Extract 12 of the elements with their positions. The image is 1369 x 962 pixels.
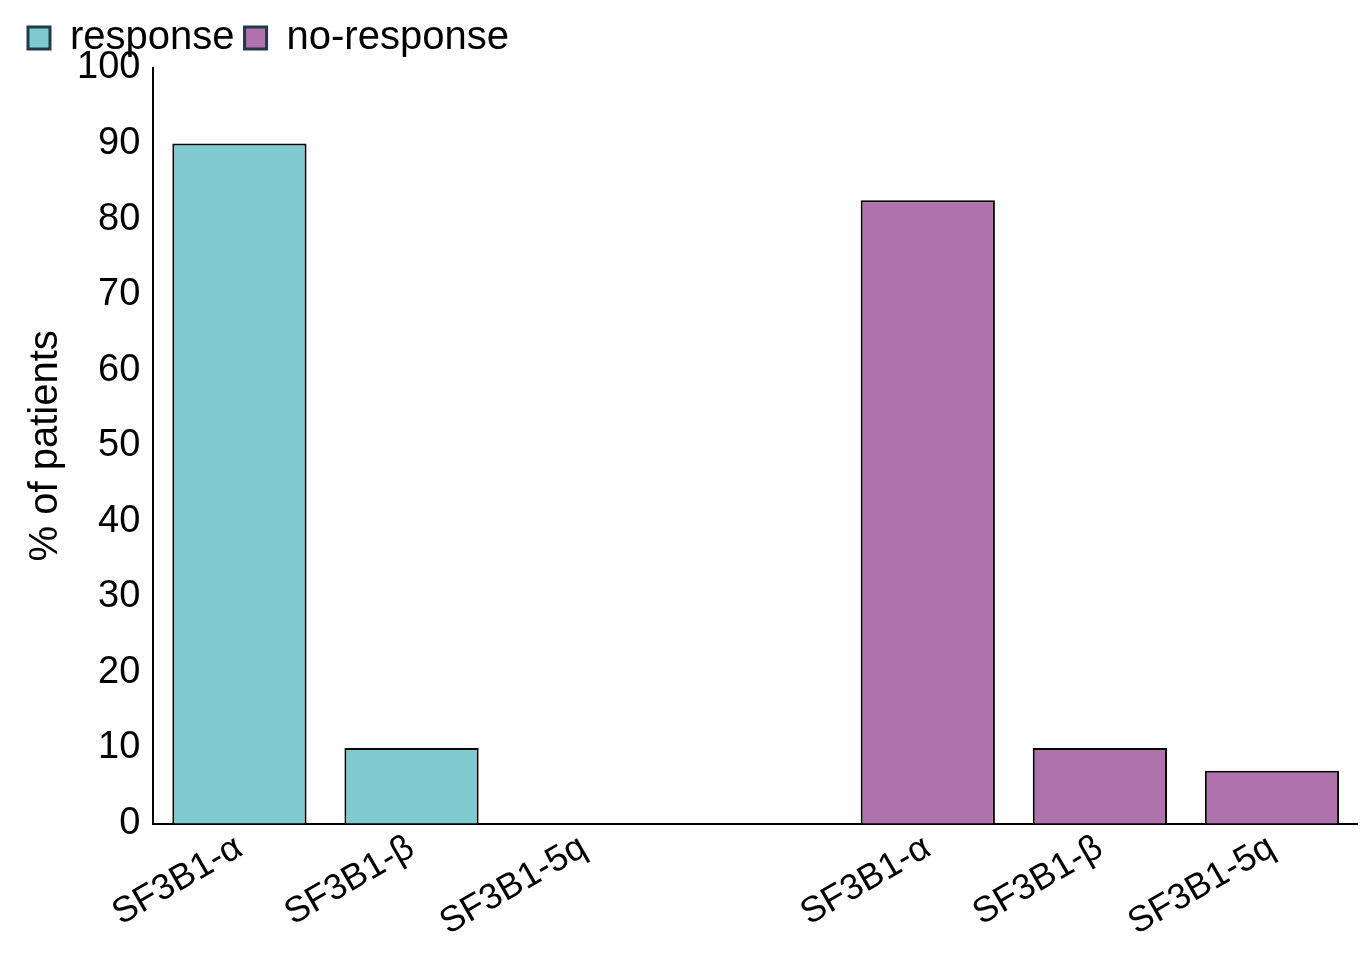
y-tick-label: 70: [98, 271, 141, 314]
y-tick-label: 0: [119, 800, 141, 843]
y-tick-label: 20: [98, 648, 141, 691]
y-tick-label: 30: [98, 573, 141, 616]
y-tick-label: 50: [98, 422, 141, 465]
y-tick-label: 90: [98, 120, 141, 163]
y-tick-label: 80: [98, 195, 141, 238]
y-tick-label: 60: [98, 346, 141, 389]
y-axis-title: % of patients: [21, 330, 66, 562]
legend-label: no-response: [286, 13, 509, 58]
y-tick-label: 40: [98, 497, 141, 540]
y-tick-label: 10: [98, 724, 141, 767]
